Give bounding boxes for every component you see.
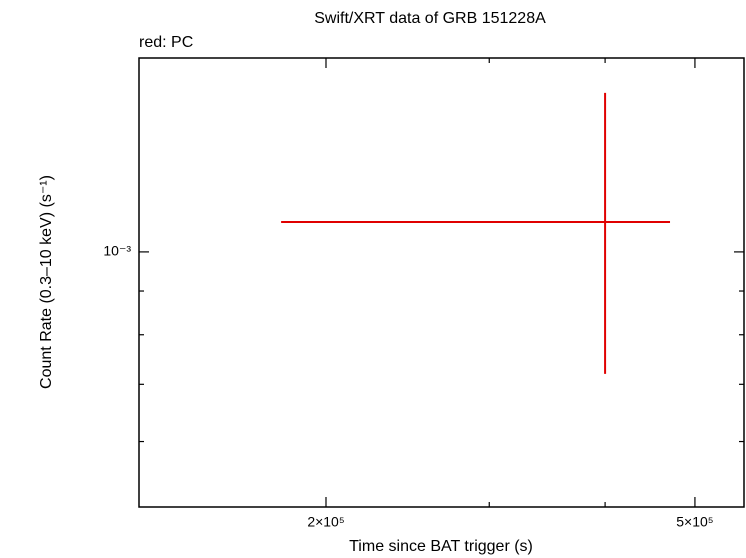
x-tick-label: 2×10⁵	[307, 514, 344, 530]
chart-title: Swift/XRT data of GRB 151228A	[314, 10, 546, 27]
annotation: red: PC	[139, 34, 193, 51]
plot-frame	[138, 57, 745, 508]
y-tick-label: 10⁻³	[103, 243, 131, 259]
x-tick-label: 5×10⁵	[676, 514, 713, 530]
x-axis-label: Time since BAT trigger (s)	[349, 538, 533, 555]
y-axis-label: Count Rate (0.3–10 keV) (s⁻¹)	[38, 175, 55, 389]
